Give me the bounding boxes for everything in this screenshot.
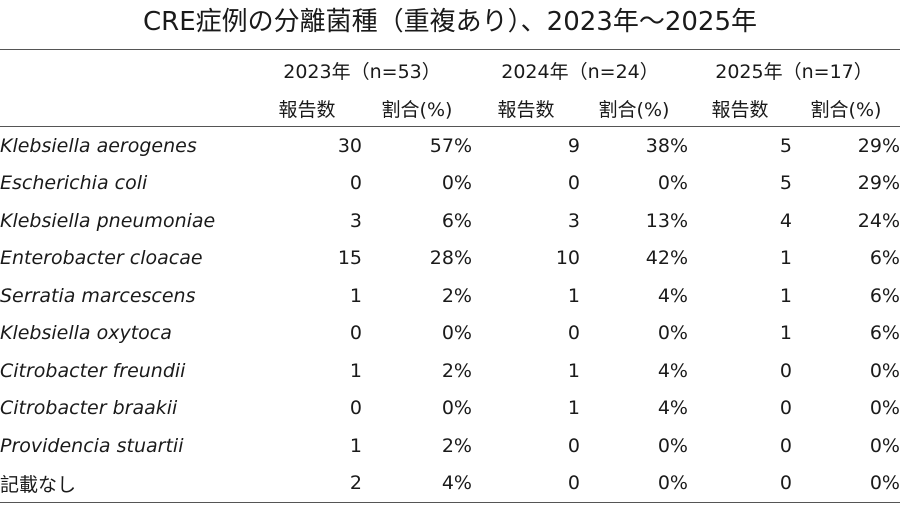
ratio-2025-cell: 24% xyxy=(857,209,900,232)
ratio-2023-cell: 0% xyxy=(441,172,472,195)
count-2025-cell: 1 xyxy=(779,247,792,270)
count-header-2025: 報告数 xyxy=(711,98,769,121)
subheader-row: 報告数 割合(%) 報告数 割合(%) 報告数 割合(%) xyxy=(0,90,900,127)
ratio-2024-cell: 38% xyxy=(645,134,688,157)
ratio-2023-cell: 2% xyxy=(441,359,472,382)
count-2025-cell: 0 xyxy=(779,434,792,457)
ratio-2024-cell: 4% xyxy=(657,284,688,307)
organism-name: 記載なし xyxy=(0,473,77,496)
organism-table: 2023年（n=53） 2024年（n=24） 2025年（n=17） 報告数 … xyxy=(0,49,900,503)
ratio-2025-cell: 0% xyxy=(869,434,900,457)
count-2023-cell: 0 xyxy=(349,397,362,420)
ratio-2024-cell: 13% xyxy=(645,209,688,232)
organism-name: Klebsiella pneumoniae xyxy=(0,209,216,232)
count-2023-cell: 1 xyxy=(349,284,362,307)
ratio-2023-cell: 4% xyxy=(441,472,472,495)
table-row: Serratia marcescens 1 2% 1 4% 1 6% xyxy=(0,277,900,315)
table-row: Klebsiella pneumoniae 3 6% 3 13% 4 24% xyxy=(0,202,900,240)
count-2025-cell: 0 xyxy=(779,397,792,420)
count-2025-cell: 1 xyxy=(779,284,792,307)
ratio-2023-cell: 2% xyxy=(441,284,472,307)
ratio-2023-cell: 0% xyxy=(441,322,472,345)
table-row: Escherichia coli 0 0% 0 0% 5 29% xyxy=(0,165,900,203)
organism-name: Klebsiella aerogenes xyxy=(0,134,197,157)
ratio-2025-cell: 0% xyxy=(869,472,900,495)
organism-name: Citrobacter freundii xyxy=(0,359,186,382)
table-row: 記載なし 2 4% 0 0% 0 0% xyxy=(0,465,900,503)
count-2024-cell: 0 xyxy=(567,472,580,495)
table-row: Klebsiella oxytoca 0 0% 0 0% 1 6% xyxy=(0,315,900,353)
count-header-2023: 報告数 xyxy=(278,98,336,121)
count-2025-cell: 0 xyxy=(779,472,792,495)
count-2025-cell: 5 xyxy=(779,172,792,195)
organism-name: Enterobacter cloacae xyxy=(0,247,203,270)
organism-name: Escherichia coli xyxy=(0,172,148,195)
ratio-2024-cell: 0% xyxy=(657,322,688,345)
corner-cell xyxy=(0,90,252,127)
year-header-row: 2023年（n=53） 2024年（n=24） 2025年（n=17） xyxy=(0,49,900,91)
table-row: Klebsiella aerogenes 30 57% 9 38% 5 29% xyxy=(0,127,900,165)
count-2024-cell: 0 xyxy=(567,434,580,457)
year-header-2023: 2023年（n=53） xyxy=(283,60,441,83)
count-2023-cell: 0 xyxy=(349,322,362,345)
ratio-2023-cell: 0% xyxy=(441,397,472,420)
organism-name: Citrobacter braakii xyxy=(0,397,178,420)
count-2024-cell: 1 xyxy=(567,284,580,307)
ratio-2025-cell: 6% xyxy=(869,322,900,345)
ratio-2024-cell: 0% xyxy=(657,472,688,495)
table-row: Enterobacter cloacae 15 28% 10 42% 1 6% xyxy=(0,240,900,278)
count-2025-cell: 4 xyxy=(779,209,792,232)
count-2024-cell: 1 xyxy=(567,397,580,420)
count-2024-cell: 9 xyxy=(567,134,580,157)
ratio-2024-cell: 42% xyxy=(645,247,688,270)
ratio-2025-cell: 6% xyxy=(869,247,900,270)
count-header-2024: 報告数 xyxy=(497,98,555,121)
count-2024-cell: 0 xyxy=(567,322,580,345)
ratio-2025-cell: 0% xyxy=(869,359,900,382)
ratio-2024-cell: 0% xyxy=(657,434,688,457)
ratio-2024-cell: 0% xyxy=(657,172,688,195)
ratio-header-2023: 割合(%) xyxy=(381,98,453,121)
count-2023-cell: 0 xyxy=(349,172,362,195)
count-2023-cell: 2 xyxy=(349,472,362,495)
count-2023-cell: 30 xyxy=(337,134,362,157)
ratio-2023-cell: 28% xyxy=(429,247,472,270)
ratio-header-2024: 割合(%) xyxy=(598,98,670,121)
count-2025-cell: 0 xyxy=(779,359,792,382)
table-body: Klebsiella aerogenes 30 57% 9 38% 5 29% Escheri… xyxy=(0,127,900,503)
count-2025-cell: 1 xyxy=(779,322,792,345)
table-title: CRE症例の分離菌種（重複あり）、2023年～2025年 xyxy=(143,7,757,37)
count-2024-cell: 3 xyxy=(567,209,580,232)
corner-cell xyxy=(0,50,252,91)
ratio-2023-cell: 57% xyxy=(429,134,472,157)
table-row: Providencia stuartii 1 2% 0 0% 0 0% xyxy=(0,427,900,465)
ratio-2023-cell: 6% xyxy=(441,209,472,232)
count-2023-cell: 3 xyxy=(349,209,362,232)
ratio-2024-cell: 4% xyxy=(657,397,688,420)
year-header-2024: 2024年（n=24） xyxy=(501,60,659,83)
count-2024-cell: 10 xyxy=(555,247,580,270)
year-header-2025: 2025年（n=17） xyxy=(715,60,873,83)
organism-name: Klebsiella oxytoca xyxy=(0,322,172,345)
count-2024-cell: 0 xyxy=(567,172,580,195)
ratio-2025-cell: 29% xyxy=(857,134,900,157)
organism-name: Providencia stuartii xyxy=(0,434,184,457)
count-2024-cell: 1 xyxy=(567,359,580,382)
table-row: Citrobacter braakii 0 0% 1 4% 0 0% xyxy=(0,390,900,428)
organism-name: Serratia marcescens xyxy=(0,284,196,307)
ratio-2025-cell: 6% xyxy=(869,284,900,307)
count-2023-cell: 15 xyxy=(337,247,362,270)
count-2023-cell: 1 xyxy=(349,434,362,457)
ratio-2025-cell: 0% xyxy=(869,397,900,420)
count-2023-cell: 1 xyxy=(349,359,362,382)
ratio-2025-cell: 29% xyxy=(857,172,900,195)
count-2025-cell: 5 xyxy=(779,134,792,157)
ratio-2024-cell: 4% xyxy=(657,359,688,382)
ratio-header-2025: 割合(%) xyxy=(810,98,882,121)
table-row: Citrobacter freundii 1 2% 1 4% 0 0% xyxy=(0,352,900,390)
ratio-2023-cell: 2% xyxy=(441,434,472,457)
